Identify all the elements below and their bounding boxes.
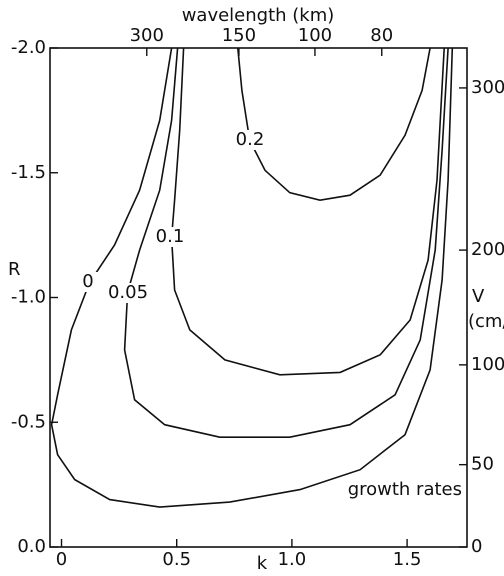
top-tick-label: 100: [298, 25, 332, 46]
contour-label: 0.2: [236, 129, 265, 150]
right-tick-label: 50: [471, 454, 494, 475]
y-tick-label: -0.5: [11, 411, 46, 432]
top-tick-label: 80: [370, 25, 393, 46]
contour-line: [50, 47, 454, 508]
x-tick-label: 0.5: [162, 549, 191, 570]
right-axis-unit: (cm/s): [468, 311, 504, 332]
contour-line: [237, 47, 431, 202]
contour-label: 0: [82, 271, 93, 292]
contour-line: [170, 47, 445, 376]
x-tick-label: 1.0: [278, 549, 307, 570]
y-tick-label: -1.0: [11, 287, 46, 308]
y-tick-label: -1.5: [11, 162, 46, 183]
top-axis-label: wavelength (km): [182, 5, 335, 26]
contour-label: 0.05: [108, 282, 148, 303]
x-tick-label: 1.5: [393, 549, 422, 570]
right-tick-label: 300: [471, 77, 504, 98]
contour-line: [123, 47, 449, 438]
y-tick-label: -2.0: [11, 37, 46, 58]
x-tick-label: 0: [56, 549, 67, 570]
x-axis-label: k: [257, 553, 268, 574]
right-axis-label: V: [472, 286, 485, 307]
contour-label-bg: [110, 283, 146, 303]
right-tick-label: 0: [471, 536, 482, 557]
y-tick-label: 0.0: [17, 536, 46, 557]
contour-label: 0.1: [156, 226, 185, 247]
top-tick-label: 300: [130, 25, 164, 46]
y-axis-label: R: [8, 259, 21, 280]
top-tick-label: 150: [222, 25, 256, 46]
right-tick-label: 200: [471, 239, 504, 260]
right-tick-label: 100: [471, 354, 504, 375]
contour-label-bg: [70, 272, 106, 292]
contour-label-bg: [152, 227, 188, 247]
annotation: growth rates: [348, 479, 462, 500]
contour-label-bg: [232, 130, 268, 150]
